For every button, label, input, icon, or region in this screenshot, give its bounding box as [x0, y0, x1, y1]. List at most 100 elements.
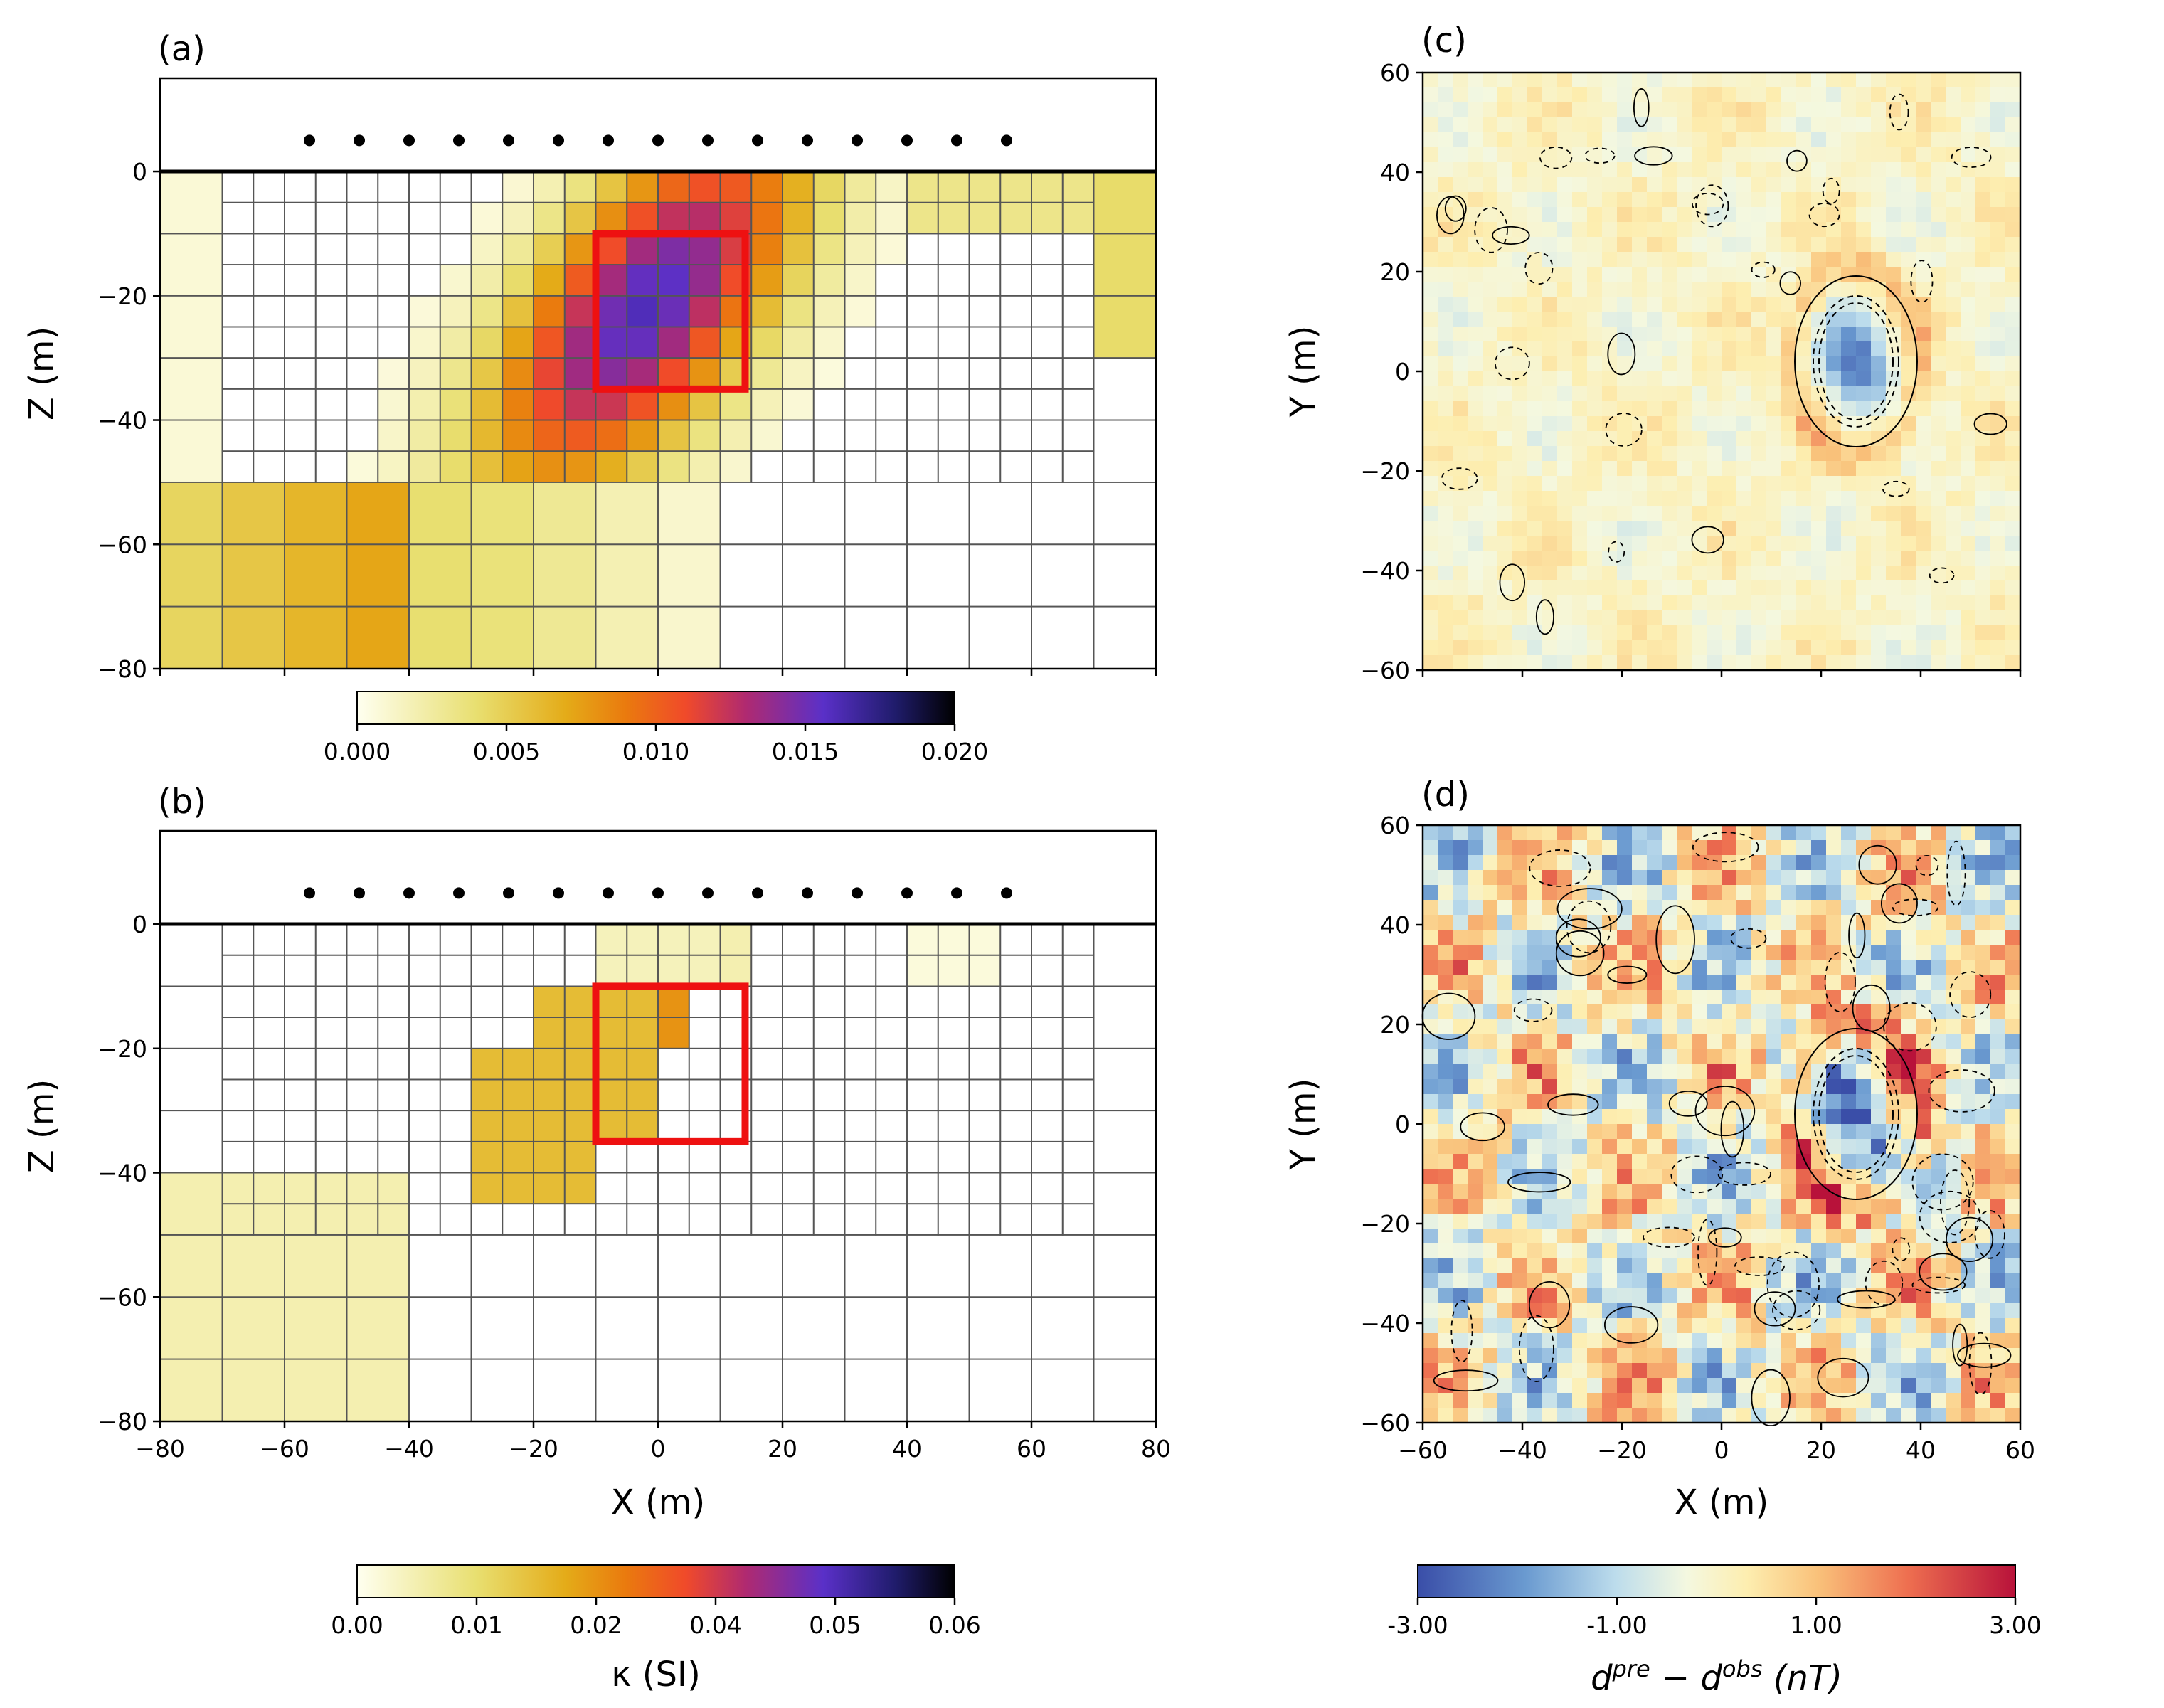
residual-pixel — [1483, 1363, 1498, 1379]
model-cell — [907, 1017, 938, 1049]
residual-pixel — [1811, 551, 1827, 566]
residual-pixel — [1512, 431, 1528, 447]
ytick-label: −40 — [1360, 557, 1410, 585]
model-cell — [783, 955, 814, 987]
residual-pixel — [1468, 476, 1483, 492]
residual-pixel — [1901, 1184, 1916, 1199]
residual-pixel — [1527, 282, 1543, 297]
residual-pixel — [1722, 341, 1737, 357]
model-cell — [627, 233, 658, 265]
residual-pixel — [1886, 73, 1902, 88]
residual-pixel — [1587, 990, 1603, 1005]
residual-pixel — [1901, 73, 1916, 88]
residual-pixel — [1632, 356, 1648, 372]
residual-pixel — [1990, 1348, 2006, 1364]
residual-pixel — [1438, 915, 1453, 930]
residual-pixel — [1438, 386, 1453, 402]
residual-pixel — [1946, 915, 1961, 930]
mesh-cell — [377, 326, 410, 359]
mesh-cell — [719, 1172, 753, 1205]
residual-pixel — [1707, 1214, 1722, 1229]
residual-pixel — [1527, 1139, 1543, 1155]
residual-pixel — [1497, 1243, 1513, 1259]
residual-pixel — [1483, 356, 1498, 372]
mesh-cell — [1061, 1078, 1095, 1112]
model-cell — [534, 1297, 596, 1359]
residual-pixel — [1707, 945, 1722, 960]
residual-pixel — [1931, 1019, 1946, 1035]
residual-pixel — [1617, 461, 1633, 477]
cb-tick-label: 0.00 — [331, 1611, 383, 1639]
residual-pixel — [1602, 1169, 1618, 1184]
contour-negative — [1949, 971, 1992, 1018]
residual-pixel — [1692, 1243, 1707, 1259]
mesh-cell — [563, 954, 597, 987]
residual-pixel — [1722, 1004, 1737, 1020]
residual-pixel — [1423, 915, 1438, 930]
mesh-cell — [314, 264, 348, 297]
residual-pixel — [1587, 521, 1603, 536]
residual-pixel — [1901, 177, 1916, 193]
residual-pixel — [1856, 825, 1872, 841]
residual-pixel — [1483, 640, 1498, 656]
residual-pixel — [1632, 431, 1648, 447]
model-cell — [471, 327, 503, 359]
residual-pixel — [1751, 87, 1767, 103]
residual-pixel — [1677, 431, 1692, 447]
model-cell — [658, 1297, 721, 1359]
residual-pixel — [1602, 416, 1618, 432]
mesh-cell — [750, 1017, 783, 1049]
residual-pixel — [1497, 1154, 1513, 1169]
residual-pixel — [1931, 162, 1946, 178]
residual-pixel — [1901, 491, 1916, 506]
mesh-cell — [750, 1078, 783, 1112]
residual-pixel — [1886, 87, 1902, 103]
residual-pixel — [1722, 1318, 1737, 1334]
residual-pixel — [1811, 386, 1827, 402]
residual-pixel — [1975, 506, 1991, 521]
residual-pixel — [1901, 625, 1916, 641]
residual-pixel — [1990, 1273, 2006, 1289]
residual-pixel — [1901, 1408, 1916, 1423]
model-cell — [814, 986, 845, 1017]
residual-pixel — [2005, 640, 2021, 656]
model-cell — [315, 1172, 347, 1204]
residual-pixel — [1736, 870, 1752, 886]
mesh-cell — [626, 1172, 659, 1205]
mesh-cell — [470, 1358, 534, 1422]
model-cell — [253, 1049, 285, 1080]
model-cell — [160, 482, 223, 545]
residual-pixel — [1901, 1169, 1916, 1184]
residual-pixel — [1438, 930, 1453, 945]
residual-pixel — [1946, 87, 1961, 103]
residual-pixel — [1423, 192, 1438, 208]
residual-pixel — [1946, 371, 1961, 387]
model-cell — [627, 451, 658, 482]
model-cell — [970, 1297, 1032, 1359]
residual-pixel — [1617, 625, 1633, 641]
residual-pixel — [1438, 945, 1453, 960]
residual-pixel — [1751, 177, 1767, 193]
model-cell — [409, 986, 440, 1017]
residual-pixel — [1766, 640, 1782, 656]
residual-pixel — [1647, 610, 1662, 626]
residual-pixel — [1722, 282, 1737, 297]
residual-pixel — [1871, 1363, 1887, 1379]
residual-pixel — [1781, 461, 1797, 477]
contour-positive — [1957, 1342, 2012, 1368]
model-cell — [223, 327, 254, 358]
residual-pixel — [1497, 1229, 1513, 1244]
residual-pixel — [2005, 117, 2021, 133]
model-cell — [285, 1204, 316, 1235]
residual-pixel — [1781, 371, 1797, 387]
residual-pixel — [1438, 147, 1453, 163]
residual-pixel — [1587, 900, 1603, 916]
mesh-cell — [346, 326, 379, 359]
mesh-cell — [595, 1203, 628, 1236]
residual-pixel — [1468, 1288, 1483, 1304]
residual-pixel — [1468, 491, 1483, 506]
residual-pixel — [1781, 1273, 1797, 1289]
residual-pixel — [1512, 73, 1528, 88]
residual-pixel — [1527, 506, 1543, 521]
residual-pixel — [1497, 401, 1513, 417]
